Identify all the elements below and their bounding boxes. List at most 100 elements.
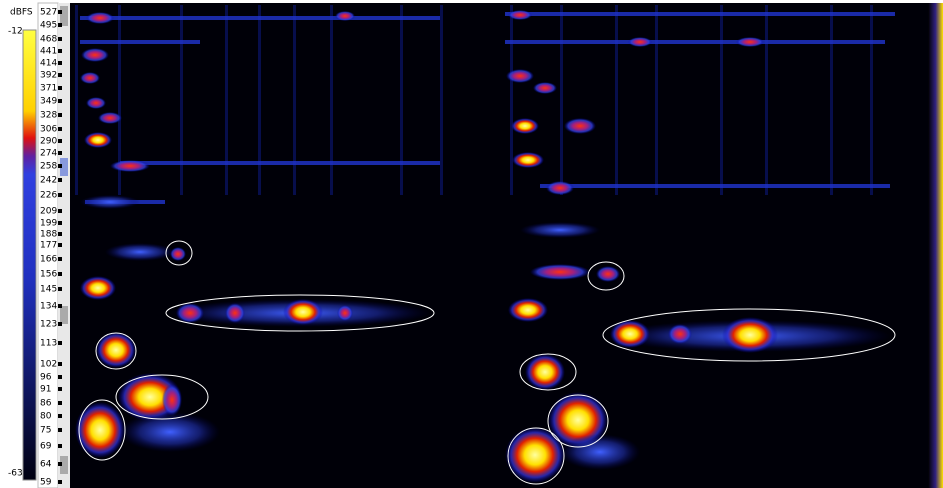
harmonic xyxy=(505,12,895,16)
colorbar xyxy=(23,30,36,480)
energy xyxy=(722,317,778,353)
striation xyxy=(440,5,443,195)
frequency-label: 134 xyxy=(40,302,57,312)
energy xyxy=(75,402,125,458)
striation xyxy=(830,5,833,195)
energy xyxy=(105,243,175,261)
energy xyxy=(596,266,620,282)
frequency-label: 156 xyxy=(40,270,57,280)
frequency-label: 274 xyxy=(40,149,57,159)
frequency-tick xyxy=(58,193,62,197)
frequency-tick xyxy=(58,209,62,213)
frequency-label: 199 xyxy=(40,219,57,229)
spectrogram-window: dBFS -12 -63 527495468441414392371349328… xyxy=(0,0,943,488)
frequency-label: 226 xyxy=(40,191,57,201)
frequency-label: 80 xyxy=(40,412,52,422)
frequency-label: 75 xyxy=(40,426,51,436)
frequency-label: 468 xyxy=(40,35,57,45)
energy xyxy=(530,264,590,280)
striation xyxy=(293,5,296,195)
energy xyxy=(505,427,565,483)
energy xyxy=(736,37,764,47)
frequency-tick xyxy=(58,49,62,53)
energy xyxy=(335,11,355,21)
energy xyxy=(80,72,100,84)
energy xyxy=(110,160,150,172)
frequency-label: 102 xyxy=(40,360,57,370)
energy xyxy=(176,303,204,323)
energy xyxy=(525,354,565,390)
frequency-label: 495 xyxy=(40,21,57,31)
energy xyxy=(533,82,557,94)
edge-strip xyxy=(928,3,943,488)
frequency-label: 59 xyxy=(40,478,52,488)
frequency-tick xyxy=(58,99,62,103)
energy xyxy=(162,384,182,416)
frequency-tick xyxy=(58,10,62,14)
frequency-label: 64 xyxy=(40,460,52,470)
frequency-tick xyxy=(58,428,62,432)
frequency-tick xyxy=(58,178,62,182)
frequency-tick xyxy=(58,272,62,276)
frequency-label: 306 xyxy=(40,125,57,135)
harmonic xyxy=(505,40,885,44)
frequency-label: 349 xyxy=(40,97,57,107)
striation xyxy=(180,5,183,195)
frequency-label: 527 xyxy=(40,8,57,18)
frequency-tick xyxy=(58,86,62,90)
striation xyxy=(870,5,873,195)
energy xyxy=(80,276,116,300)
scale-marker xyxy=(60,306,68,324)
frequency-tick xyxy=(58,232,62,236)
frequency-label: 166 xyxy=(40,255,57,265)
frequency-tick xyxy=(58,304,62,308)
frequency-tick xyxy=(58,444,62,448)
energy xyxy=(170,247,186,261)
frequency-tick xyxy=(58,164,62,168)
frequency-tick xyxy=(58,221,62,225)
striation xyxy=(560,5,563,195)
frequency-tick xyxy=(58,414,62,418)
energy xyxy=(81,48,109,62)
frequency-label: 242 xyxy=(40,176,57,186)
frequency-label: 86 xyxy=(40,399,52,409)
striation xyxy=(225,5,228,195)
energy xyxy=(564,118,596,134)
frequency-label: 69 xyxy=(40,442,52,452)
frequency-label: 371 xyxy=(40,84,57,94)
striation xyxy=(655,5,658,195)
frequency-tick xyxy=(58,23,62,27)
energy xyxy=(546,181,574,195)
energy xyxy=(508,10,532,20)
striation xyxy=(510,5,513,195)
striation xyxy=(720,5,723,195)
frequency-label: 113 xyxy=(40,339,57,349)
energy xyxy=(337,305,353,321)
energy xyxy=(98,112,122,124)
energy xyxy=(84,132,112,148)
frequency-tick xyxy=(58,37,62,41)
energy xyxy=(506,69,534,83)
frequency-label: 414 xyxy=(40,59,57,69)
energy xyxy=(560,434,640,470)
energy xyxy=(86,97,106,109)
colorbar-min: -63 xyxy=(8,469,23,479)
frequency-tick xyxy=(58,257,62,261)
frequency-tick xyxy=(58,362,62,366)
energy xyxy=(120,412,220,452)
harmonic xyxy=(540,184,890,188)
frequency-label: 290 xyxy=(40,137,57,147)
frequency-tick xyxy=(58,387,62,391)
frequency-tick xyxy=(58,462,62,466)
frequency-tick xyxy=(58,127,62,131)
striation xyxy=(330,5,333,195)
frequency-tick xyxy=(58,480,62,484)
frequency-tick xyxy=(58,287,62,291)
frequency-label: 441 xyxy=(40,47,57,57)
frequency-tick xyxy=(58,151,62,155)
colorbar-max: -12 xyxy=(8,27,23,37)
frequency-label: 188 xyxy=(40,230,57,240)
striation xyxy=(765,5,768,195)
frequency-label: 123 xyxy=(40,320,57,330)
energy xyxy=(80,195,140,209)
